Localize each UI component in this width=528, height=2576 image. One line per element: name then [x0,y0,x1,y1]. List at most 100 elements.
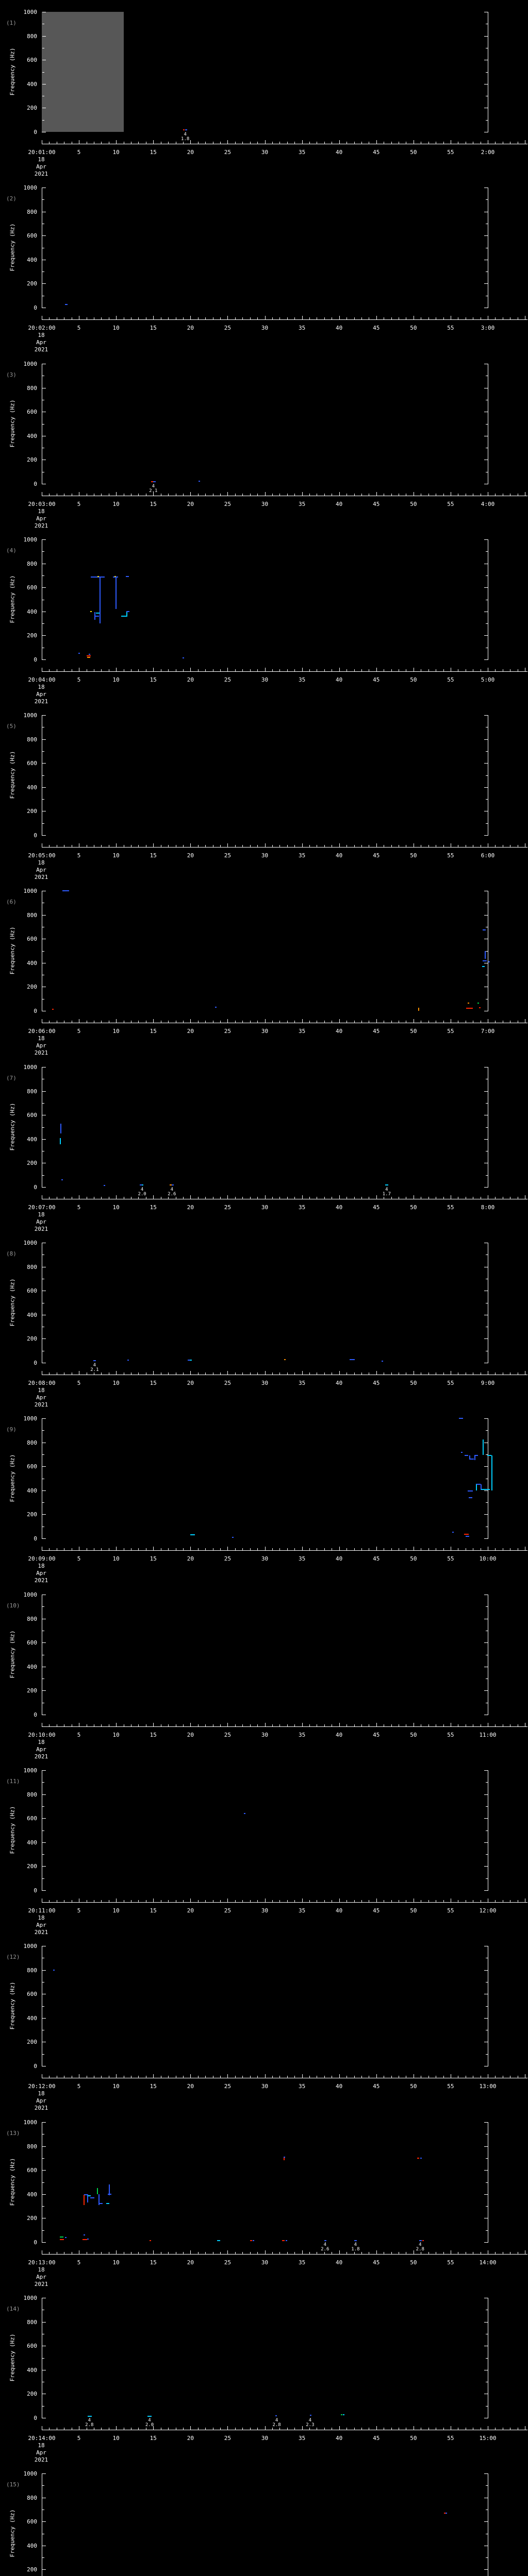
x-tick [101,2076,102,2078]
y-tick-right [484,1642,488,1643]
x-tick [339,1019,340,1023]
y-tick [42,1878,44,1879]
x-tick [235,142,236,144]
panel-number: (6) [6,899,16,905]
x-tick-label: 50 [410,852,417,859]
date-month-label: Apr [36,2097,46,2104]
x-tick [339,668,340,671]
x-tick-label: 55 [447,1555,454,1562]
date-year-label: 2021 [34,1929,48,1936]
signal-mark [381,1360,383,1362]
x-tick [138,1724,139,1726]
x-tick [346,1197,347,1199]
x-tick [257,1548,258,1550]
x-tick [495,1021,496,1023]
start-time-label: 20:13:00 [28,2259,56,2266]
event-marker-magnitude: 2.0 [138,1192,146,1197]
y-tick [42,1418,46,1419]
x-tick-label: 35 [298,1732,306,1738]
x-tick [49,1372,50,1375]
x-tick [227,2250,228,2254]
spectrogram-panel: (9) Frequency (Hz) 0 200 400 600 800 1000 20:09:… [0,1406,528,1584]
event-marker-magnitude: 2.8 [85,2422,94,2428]
x-tick-label: 15 [150,852,157,859]
x-axis-line [42,319,527,320]
x-tick [495,845,496,847]
signal-mark [98,2194,100,2205]
event-marker-magnitude: 2.6 [321,2247,329,2252]
y-tick-right [486,120,488,121]
x-tick-label: 10 [112,149,120,156]
x-tick-label: 35 [298,325,306,331]
x-tick [101,1900,102,1902]
x-tick-label: 15 [150,149,157,156]
y-tick [42,2230,44,2231]
x-tick [294,1372,295,1375]
signal-mark [108,2193,112,2195]
signal-mark [190,1534,195,1535]
y-tick-right [486,2182,488,2183]
x-tick [324,1021,325,1023]
y-tick [42,2018,46,2019]
y-tick [42,2194,46,2195]
y-tick-label: 0 [34,129,37,135]
y-tick-label: 400 [27,1136,37,1143]
date-day-label: 18 [38,859,45,866]
y-tick-label: 600 [27,1815,37,1822]
x-tick [138,1197,139,1199]
y-tick [42,659,46,660]
x-tick [220,142,221,144]
y-tick-label: 400 [27,2191,37,2198]
x-tick [235,1197,236,1199]
y-tick-right [484,787,488,788]
y-tick-label: 600 [27,1112,37,1118]
y-tick-label: 400 [27,1312,37,1318]
x-tick [183,142,184,144]
x-tick-label: 15 [150,1028,157,1035]
x-tick [309,1197,310,1199]
x-tick [265,2250,266,2254]
y-tick [42,1842,46,1843]
x-tick [391,1900,392,1902]
y-tick [42,2473,46,2474]
frequency-axis-label: Frequency (Hz) [9,1981,16,2030]
x-tick [190,1723,191,1726]
y-tick-right [486,2230,488,2231]
end-time-label: 4:00 [481,501,495,507]
y-tick-label: 600 [27,1287,37,1294]
y-tick-right [484,2146,488,2147]
y-tick [42,1338,46,1339]
y-tick-label: 0 [34,1008,37,1014]
x-tick-label: 45 [373,2083,380,2090]
x-tick [205,494,206,496]
x-tick [294,1900,295,1902]
x-tick [168,142,169,144]
panel-number: (4) [6,547,16,554]
x-tick [153,1547,154,1550]
x-tick [198,2252,199,2254]
x-tick-label: 20 [187,1204,194,1211]
x-tick [235,494,236,496]
x-tick [279,1900,280,1902]
x-tick [361,494,362,496]
x-tick [153,2074,154,2078]
x-tick [346,669,347,671]
y-tick [42,1127,44,1128]
spectrogram-panel: (11) Frequency (Hz) 0 200 400 600 800 1000 20:11… [0,1758,528,1936]
y-tick-label: 600 [27,2167,37,2174]
x-tick [101,1021,102,1023]
y-tick-label: 800 [27,561,37,567]
x-tick-label: 10 [112,2259,120,2266]
x-tick-label: 30 [261,2259,269,2266]
y-tick-label: 800 [27,736,37,743]
y-tick-label: 200 [27,984,37,990]
frequency-axis-label: Frequency (Hz) [9,1806,16,1854]
x-tick [205,669,206,671]
signal-mark [59,1138,61,1145]
x-tick [153,492,154,496]
x-tick [101,1197,102,1199]
x-tick [287,1724,288,1726]
x-tick [153,843,154,847]
signal-mark [342,2414,344,2415]
x-tick [287,1548,288,1550]
